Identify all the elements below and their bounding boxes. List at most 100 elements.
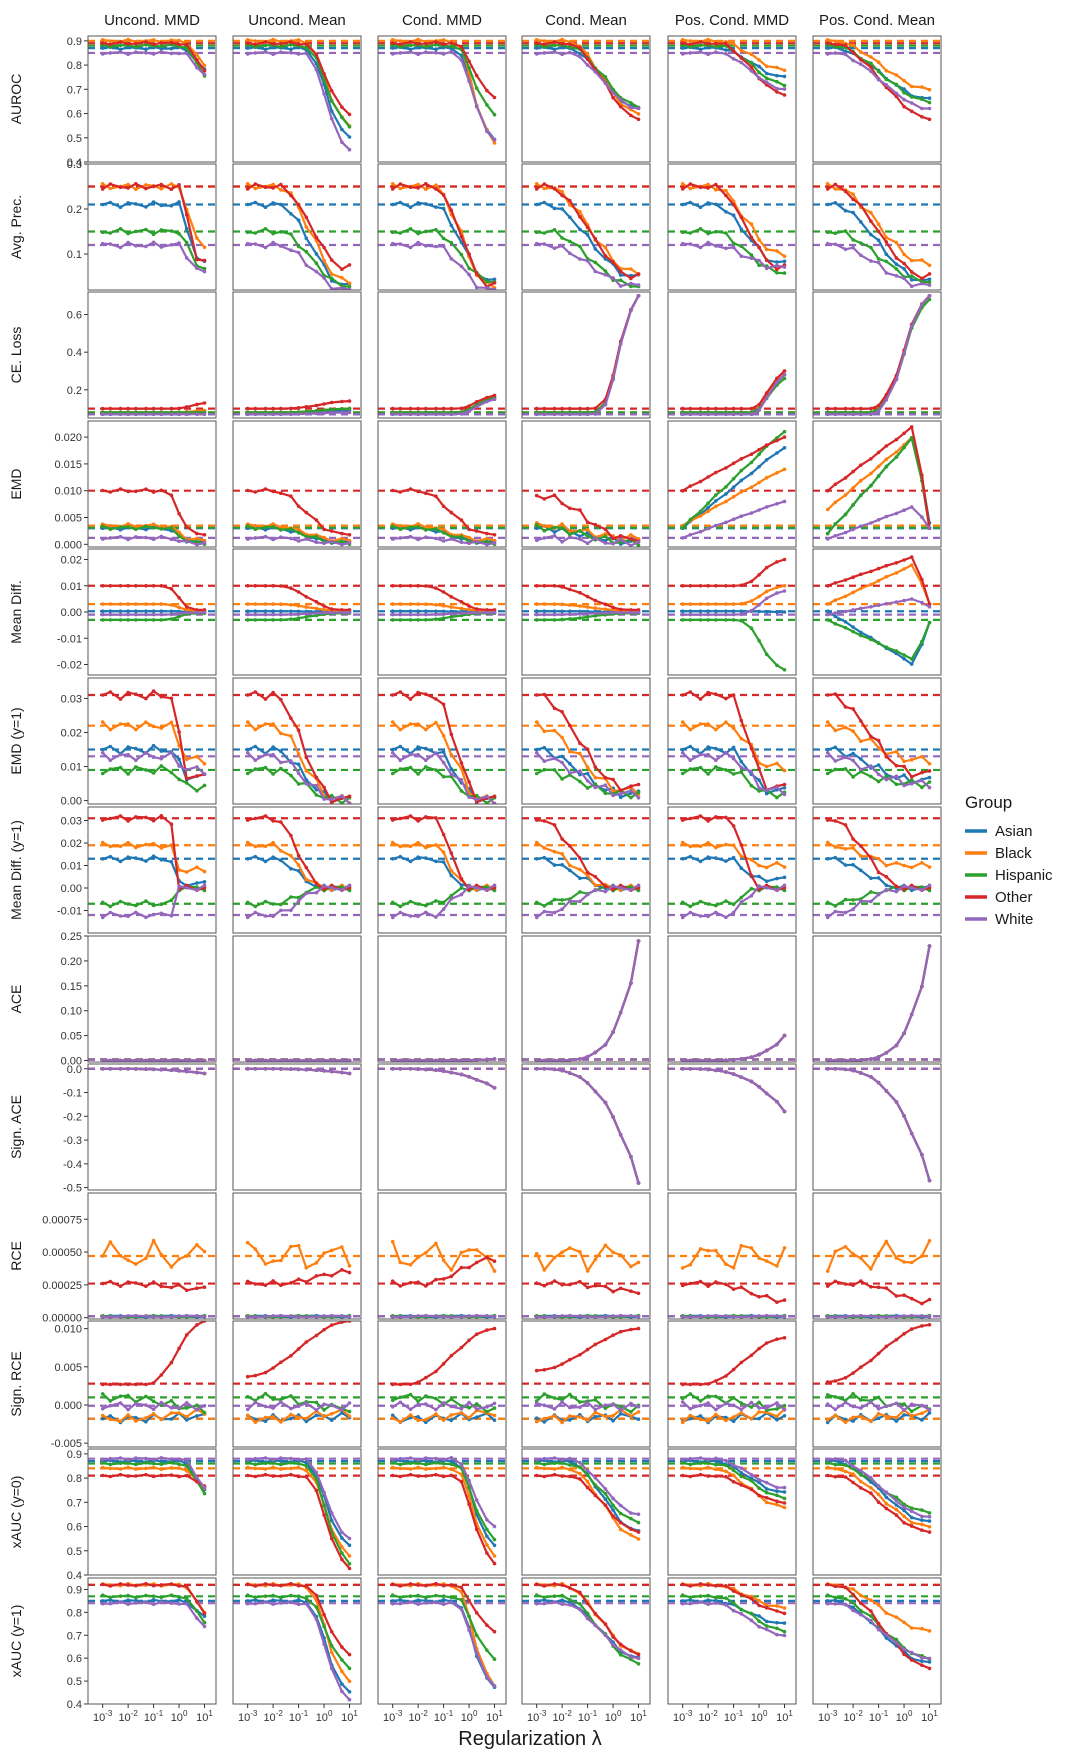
data-point	[731, 202, 736, 207]
data-point	[724, 485, 728, 489]
data-point	[100, 1406, 105, 1411]
data-point	[603, 1284, 608, 1289]
data-point	[398, 1067, 403, 1071]
data-point	[560, 244, 564, 248]
data-point	[764, 610, 769, 614]
data-point	[593, 412, 598, 416]
data-point	[876, 229, 881, 234]
data-point	[195, 1070, 199, 1075]
data-point	[416, 52, 420, 56]
data-point	[542, 497, 547, 501]
panel-border	[232, 163, 362, 291]
data-point	[552, 246, 557, 250]
data-point	[467, 266, 471, 271]
data-point	[202, 72, 207, 77]
series-line-asian	[247, 201, 350, 286]
data-point	[731, 1266, 736, 1270]
data-point	[279, 1258, 283, 1263]
data-point	[927, 605, 932, 609]
data-point	[263, 1283, 268, 1287]
data-point	[304, 1340, 309, 1344]
data-point	[714, 50, 718, 54]
data-point	[340, 794, 344, 798]
data-point	[459, 53, 464, 58]
data-point	[126, 1314, 130, 1318]
data-point	[782, 668, 787, 672]
data-point	[876, 876, 881, 880]
data-point	[775, 451, 779, 455]
data-point	[271, 406, 275, 411]
data-point	[126, 745, 130, 749]
data-point	[169, 1417, 174, 1421]
data-point	[568, 1414, 572, 1418]
data-point	[629, 1314, 633, 1318]
data-point	[390, 1315, 395, 1319]
data-point	[449, 41, 454, 45]
data-point	[902, 884, 906, 888]
data-point	[322, 402, 326, 406]
data-point	[184, 1406, 189, 1410]
data-point	[578, 406, 582, 411]
data-point	[603, 1100, 608, 1105]
data-point	[833, 767, 838, 772]
data-point	[441, 406, 446, 411]
data-point	[441, 539, 446, 543]
data-point	[764, 788, 769, 793]
data-point	[118, 1067, 123, 1071]
series-line-white	[536, 295, 640, 416]
y-tick-label: 0.7	[67, 84, 82, 96]
series-line-other	[827, 945, 931, 1062]
data-point	[195, 1403, 199, 1408]
data-point	[100, 38, 105, 42]
data-point	[578, 604, 582, 608]
data-point	[688, 484, 693, 488]
data-point	[731, 745, 736, 750]
data-point	[593, 775, 598, 780]
data-point	[474, 607, 479, 611]
data-point	[859, 524, 863, 528]
data-point	[568, 771, 572, 775]
data-point	[434, 768, 438, 772]
data-point	[688, 609, 693, 613]
data-point	[739, 866, 744, 870]
data-point	[434, 412, 438, 417]
data-point	[851, 863, 855, 867]
data-point	[126, 840, 130, 845]
data-point	[698, 514, 703, 518]
data-point	[876, 566, 881, 571]
data-point	[698, 602, 703, 606]
data-point	[151, 612, 156, 617]
data-point	[542, 1416, 547, 1421]
data-point	[416, 1380, 420, 1384]
series-line-black	[827, 1067, 931, 1181]
data-point	[927, 780, 932, 784]
data-point	[434, 50, 438, 55]
data-point	[279, 766, 283, 771]
data-point	[724, 466, 728, 470]
data-point	[825, 507, 830, 512]
data-point	[279, 820, 283, 824]
data-point	[449, 50, 454, 54]
data-point	[876, 474, 881, 478]
data-point	[578, 529, 582, 533]
data-point	[560, 37, 564, 42]
data-point	[764, 258, 769, 262]
data-point	[560, 412, 564, 417]
data-point	[279, 584, 283, 588]
data-point	[714, 746, 718, 751]
data-point	[706, 914, 710, 918]
data-point	[603, 1043, 608, 1047]
data-point	[578, 257, 582, 261]
data-point	[869, 69, 873, 73]
data-point	[902, 598, 906, 603]
data-point	[618, 1010, 623, 1015]
data-point	[118, 1419, 123, 1423]
data-point	[202, 1285, 207, 1289]
data-point	[108, 42, 113, 47]
data-point	[169, 720, 174, 725]
data-point	[474, 1058, 479, 1062]
data-point	[347, 533, 352, 537]
data-point	[688, 744, 693, 749]
data-point	[578, 1279, 582, 1284]
data-point	[764, 652, 769, 657]
